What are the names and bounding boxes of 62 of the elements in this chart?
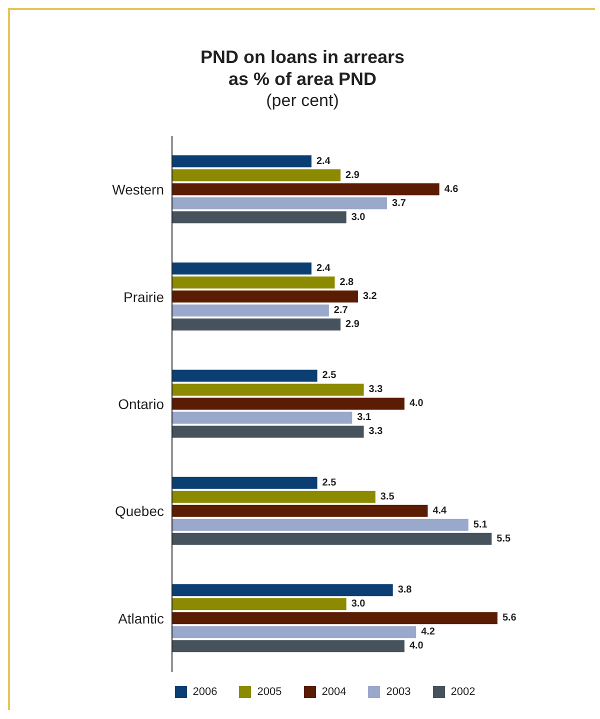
- bar: [172, 612, 498, 624]
- data-label: 3.0: [351, 598, 366, 610]
- bar: [172, 211, 346, 224]
- data-label: 3.0: [351, 212, 366, 223]
- data-label: 2.5: [322, 370, 337, 382]
- legend-label: 2006: [192, 686, 218, 698]
- data-label: 2.7: [334, 304, 348, 316]
- bar: [172, 476, 318, 489]
- y-tick-label: Ontario: [118, 396, 164, 412]
- data-label: 3.3: [368, 426, 384, 438]
- y-tick-label: Western: [112, 182, 164, 198]
- data-label: 3.3: [368, 384, 384, 396]
- bar: [172, 384, 364, 396]
- bar: [172, 304, 329, 316]
- bar: [172, 276, 335, 288]
- data-label: 2.8: [340, 276, 354, 288]
- bar: [172, 584, 393, 596]
- bar: [172, 412, 352, 424]
- bar: [172, 290, 358, 302]
- chart-title: PND on loans in arrears as % of area PND: [199, 46, 406, 90]
- bar: [172, 598, 346, 610]
- legend-label: 2005: [257, 686, 282, 698]
- legend-label: 2004: [322, 686, 346, 698]
- data-label: 2.5: [322, 477, 337, 488]
- bar: [172, 504, 428, 517]
- bar: [172, 532, 492, 545]
- data-label: 3.7: [392, 198, 406, 209]
- y-tick-label: Prairie: [124, 288, 164, 305]
- data-label: 3.8: [398, 584, 412, 596]
- chart-subtitle: (per cent): [265, 90, 340, 112]
- data-label: 4.0: [409, 640, 424, 652]
- bar: [172, 370, 318, 382]
- bar: [172, 518, 468, 531]
- data-label: 2.4: [316, 262, 331, 274]
- data-label: 5.6: [502, 612, 517, 624]
- bar: [172, 155, 312, 168]
- bar: [172, 640, 404, 652]
- bar: [172, 490, 376, 503]
- legend-label: 2002: [450, 686, 476, 698]
- bar: [172, 197, 388, 210]
- bar: [172, 169, 341, 182]
- bar: [172, 626, 416, 638]
- data-label: 2.4: [316, 156, 331, 167]
- data-label: 4.4: [432, 505, 448, 516]
- bar: [172, 426, 364, 438]
- bar: [172, 318, 341, 330]
- data-label: 4.2: [421, 626, 436, 638]
- data-label: 2.9: [346, 170, 360, 181]
- data-label: 5.1: [473, 519, 488, 530]
- data-label: 2.9: [346, 318, 360, 330]
- data-label: 3.1: [357, 412, 372, 424]
- data-label: 4.6: [444, 184, 459, 195]
- data-label: 4.0: [409, 398, 424, 410]
- bar: [172, 183, 440, 196]
- bar: [172, 398, 404, 410]
- y-tick-label: Quebec: [114, 503, 164, 520]
- data-label: 3.5: [380, 491, 395, 502]
- data-label: 3.2: [362, 290, 378, 302]
- y-tick-label: Atlantic: [118, 610, 164, 626]
- data-label: 5.5: [496, 533, 511, 544]
- bar: [172, 262, 312, 274]
- legend-label: 2003: [386, 686, 411, 698]
